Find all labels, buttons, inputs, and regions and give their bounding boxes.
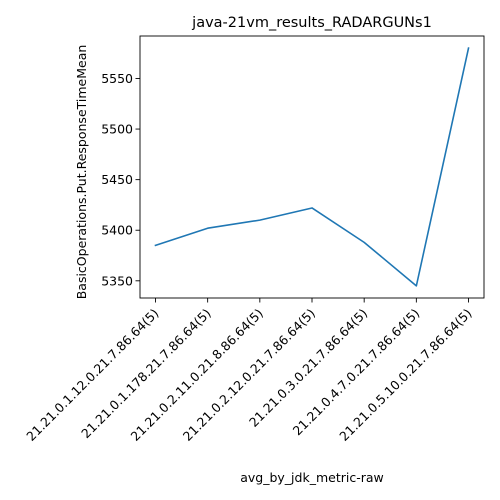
series-line-0 bbox=[154, 47, 470, 287]
plot-frame bbox=[139, 35, 485, 299]
x-axis-label: avg_by_jdk_metric-raw bbox=[240, 470, 384, 485]
chart-title: java-21vm_results_RADARGUNs1 bbox=[191, 15, 432, 31]
y-tick-label: 5550 bbox=[101, 71, 133, 86]
plot-area: 5350540054505500555021.21.0.1.12.0.21.7.… bbox=[23, 35, 485, 444]
y-tick-label: 5350 bbox=[101, 273, 133, 288]
y-tick-label: 5400 bbox=[101, 223, 133, 238]
y-tick-label: 5450 bbox=[101, 172, 133, 187]
y-axis-label: BasicOperations.Put.ResponseTimeMean bbox=[74, 45, 89, 300]
y-tick-label: 5500 bbox=[101, 122, 133, 137]
